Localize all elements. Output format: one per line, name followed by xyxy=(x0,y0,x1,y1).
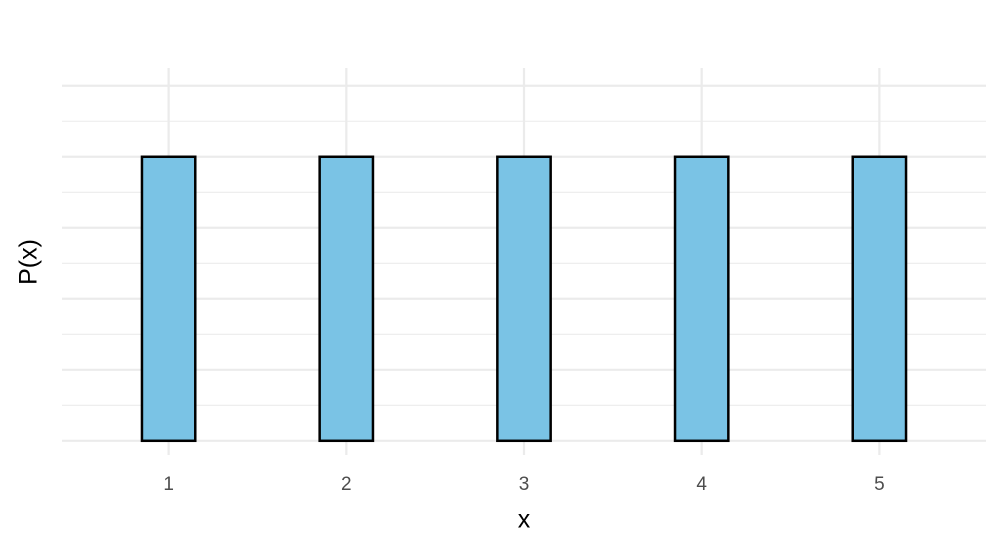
x-tick-label: 2 xyxy=(341,474,352,495)
bar xyxy=(496,155,552,443)
bar xyxy=(673,155,730,443)
marks xyxy=(140,155,908,443)
bar xyxy=(140,155,197,443)
x-tick-label: 4 xyxy=(696,474,707,495)
y-axis-title: P(x) xyxy=(15,239,43,285)
x-tick-label: 3 xyxy=(519,474,530,495)
bar xyxy=(851,155,908,443)
x-axis-title: x xyxy=(518,506,531,534)
x-tick-label: 5 xyxy=(874,474,885,495)
x-tick-label: 1 xyxy=(163,474,174,495)
bar xyxy=(318,155,375,443)
